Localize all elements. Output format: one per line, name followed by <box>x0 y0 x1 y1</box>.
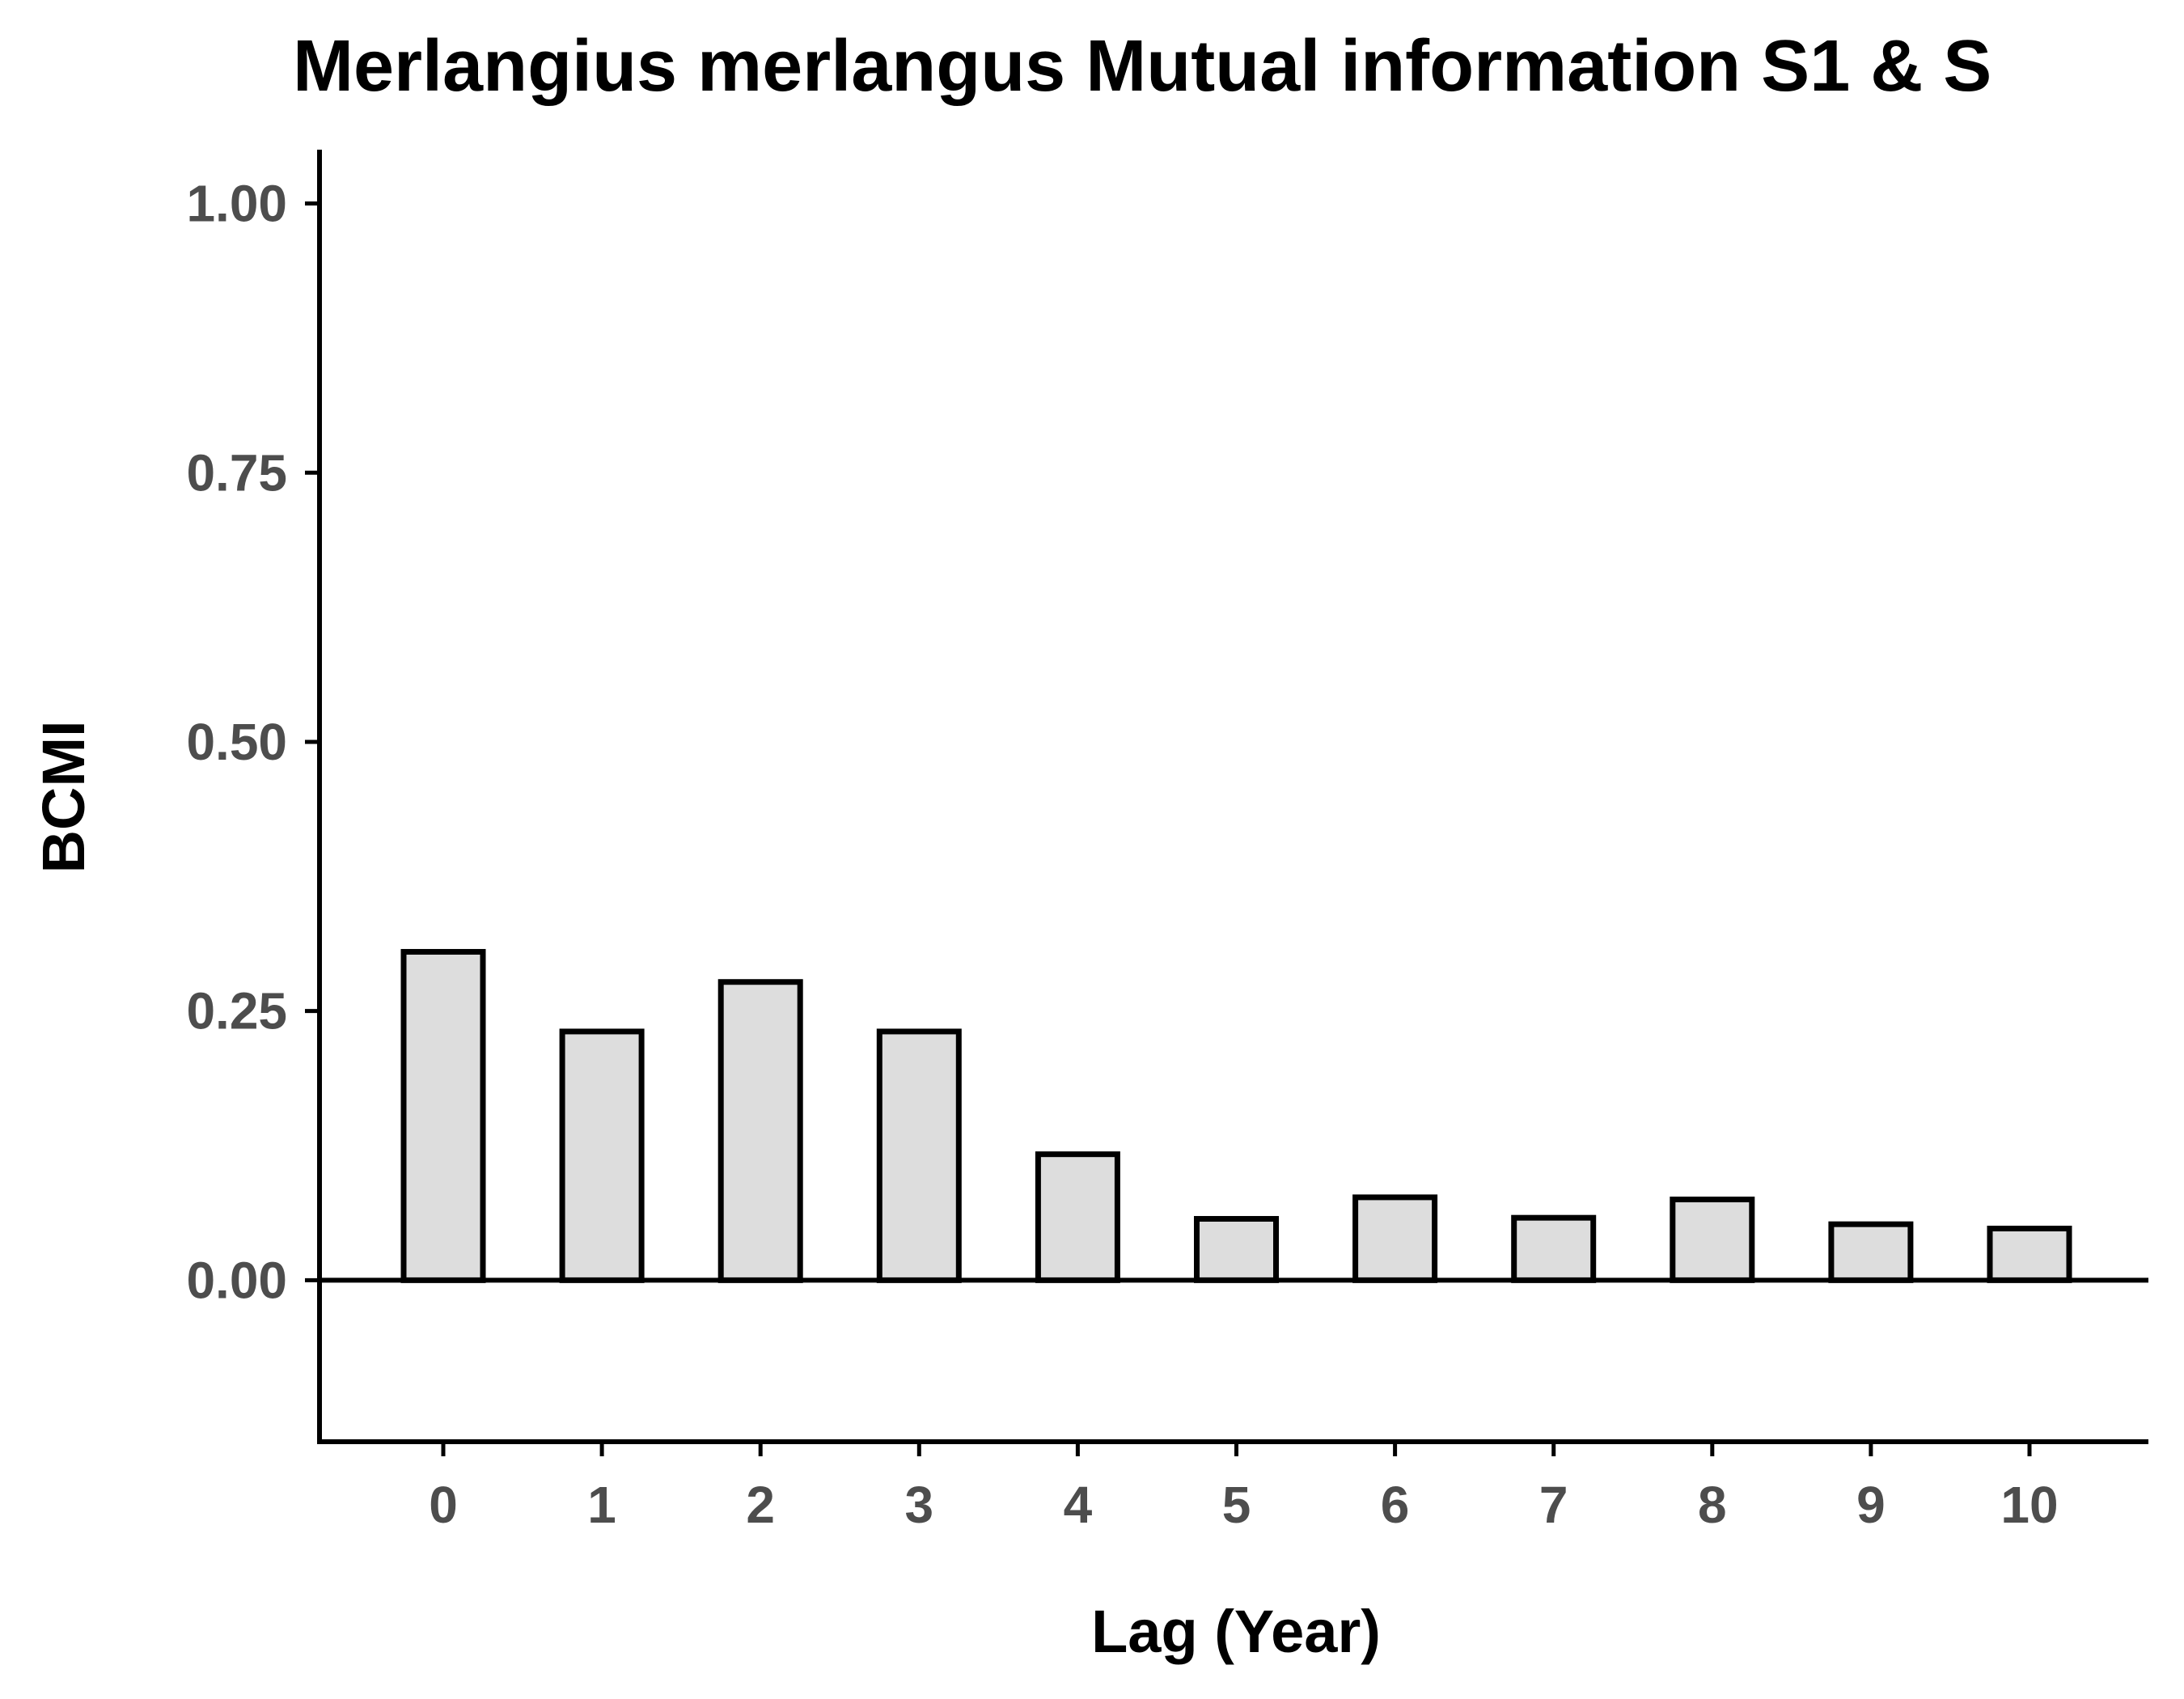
bar-lag-7 <box>1511 1214 1597 1283</box>
y-tick-label-0.50: 0.50 <box>186 713 287 771</box>
bar-lag-9 <box>1828 1221 1914 1283</box>
x-tick-label-5: 5 <box>1222 1476 1251 1534</box>
y-axis-title: BCMI <box>30 720 97 873</box>
bars-layer <box>400 948 2072 1283</box>
x-tick-label-4: 4 <box>1064 1476 1093 1534</box>
y-tick-label-0.75: 0.75 <box>186 443 287 502</box>
x-tick-label-1: 1 <box>587 1476 616 1534</box>
bar-lag-4 <box>1035 1151 1120 1283</box>
x-tick-label-6: 6 <box>1381 1476 1410 1534</box>
x-tick-label-7: 7 <box>1539 1476 1568 1534</box>
y-tick-label-0.25: 0.25 <box>186 982 287 1040</box>
bar-lag-10 <box>1987 1225 2072 1283</box>
x-tick-label-3: 3 <box>905 1476 934 1534</box>
y-tick-label-1.00: 1.00 <box>186 175 287 233</box>
bar-lag-2 <box>717 979 803 1283</box>
x-tick-label-2: 2 <box>746 1476 775 1534</box>
axes-layer: 0.00 0.25 0.50 0.75 1.00 0 1 2 3 4 5 6 7 8 9 10 <box>186 150 2148 1534</box>
bar-lag-5 <box>1194 1216 1279 1283</box>
bar-lag-3 <box>876 1028 962 1283</box>
bar-lag-8 <box>1670 1197 1755 1283</box>
x-tick-label-0: 0 <box>429 1476 458 1534</box>
x-tick-label-8: 8 <box>1698 1476 1727 1534</box>
bar-lag-1 <box>559 1028 645 1283</box>
chart-title: Merlangius merlangus Mutual information … <box>293 26 1991 107</box>
y-tick-label-0.00: 0.00 <box>186 1251 287 1309</box>
bar-lag-0 <box>400 948 486 1283</box>
x-tick-label-9: 9 <box>1856 1476 1886 1534</box>
x-tick-label-10: 10 <box>2000 1476 2058 1534</box>
x-axis-title: Lag (Year) <box>1091 1598 1381 1665</box>
bar-lag-6 <box>1352 1194 1438 1283</box>
